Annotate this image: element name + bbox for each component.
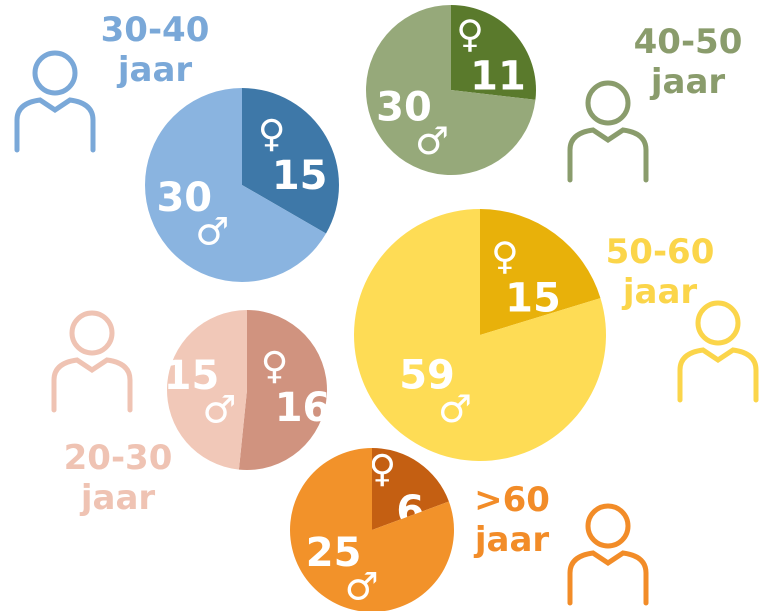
person-body [677,347,759,403]
person-body [14,97,96,153]
gender-symbol: ♀ [456,12,484,56]
slice-value: 30 [376,84,432,130]
pie-slice [238,310,328,470]
person-head [585,80,631,126]
gender-symbol: ♀ [258,111,286,155]
gender-symbol: ♀ [368,447,396,491]
pie-slice [167,310,247,470]
gender-symbol: ♂ [195,210,229,254]
gender-symbol: ♂ [345,564,379,608]
pie-slice [480,209,601,335]
person-head [695,300,741,346]
age-group-title: 20-30 jaar [63,438,173,518]
person-body [51,357,133,413]
pie-slice [144,88,327,282]
person-head [69,310,115,356]
slice-value: 15 [272,153,328,199]
pie-slice [290,448,454,611]
gender-symbol: ♂ [202,387,236,431]
pie-slice [451,5,536,100]
age-group-title: 40-50 jaar [633,22,743,102]
slice-value: 16 [275,385,331,431]
person-body [567,127,649,183]
pie-slice [365,5,536,175]
slice-value: 15 [164,353,220,399]
person-head [585,503,631,549]
age-group-title: 50-60 jaar [605,232,715,312]
gender-symbol: ♂ [438,387,472,431]
gender-symbol: ♂ [415,119,449,163]
gender-symbol: ♀ [491,234,519,278]
slice-value: 59 [399,353,455,399]
person-body [567,550,649,606]
age-group-title: >60 jaar [474,480,550,560]
age-group-title: 30-40 jaar [100,10,210,90]
pie-slice [372,448,449,530]
slice-value: 30 [156,175,212,221]
person-head [32,50,78,96]
pie-slice [242,88,339,234]
gender-symbol: ♀ [261,344,289,388]
slice-value: 11 [470,54,526,100]
slice-value: 25 [306,530,362,576]
pie-slice [354,209,606,462]
